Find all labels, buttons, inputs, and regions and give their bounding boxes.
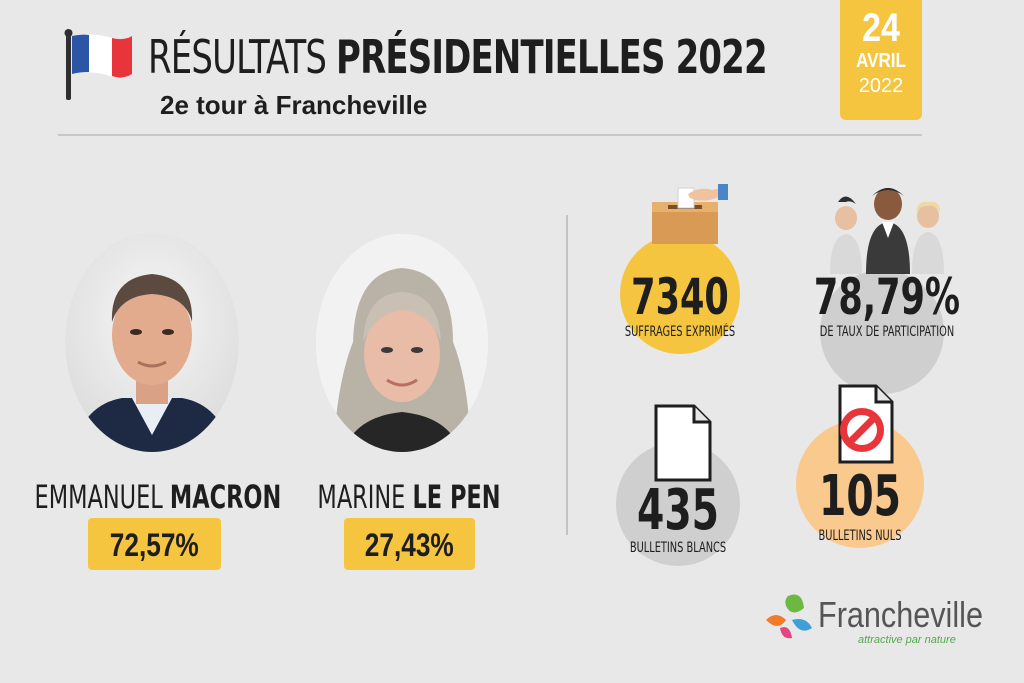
suffrages-value: 7340: [631, 268, 729, 326]
column-divider: [566, 215, 568, 535]
participation-value: 78,79%: [813, 268, 961, 326]
logo-tagline: attractive par nature: [858, 634, 956, 646]
nuls-value: 105: [818, 464, 902, 529]
candidate-name-le-pen: MARINE LE PEN: [296, 478, 522, 516]
candidate-result-macron: 72,57%: [88, 518, 221, 570]
francheville-logo-icon: [766, 594, 812, 639]
header-divider: [58, 134, 922, 136]
void-ballot-icon: [838, 384, 894, 464]
title-light: RÉSULTATS: [148, 30, 327, 84]
blancs-label: BULLETINS BLANCS: [629, 540, 727, 556]
date-year: 2022: [858, 75, 904, 97]
candidate-last-name: MACRON: [169, 478, 282, 516]
suffrages-label: SUFFRAGES EXPRIMÉS: [624, 324, 736, 340]
nuls-label: BULLETINS NULS: [818, 528, 902, 544]
title-bold: PRÉSIDENTIELLES 2022: [336, 30, 768, 84]
ballot-box-icon: [652, 184, 728, 244]
candidate-name-macron: EMMANUEL MACRON: [34, 478, 282, 516]
french-flag-icon: [64, 29, 132, 100]
blancs-value: 435: [636, 478, 720, 543]
people-icon: [830, 188, 944, 274]
date-badge: 24 AVRIL 2022: [840, 0, 922, 120]
candidate-last-name: LE PEN: [412, 478, 501, 516]
candidate-portrait-macron: [65, 232, 239, 452]
date-day: 24: [862, 6, 900, 50]
candidate-result-le-pen: 27,43%: [344, 518, 475, 570]
page-subtitle: 2e tour à Francheville: [160, 90, 428, 120]
candidate-first-name: MARINE: [317, 478, 406, 516]
candidate-portrait-le-pen: [316, 234, 488, 452]
logo-name: Francheville: [818, 594, 983, 635]
blank-ballot-icon: [654, 404, 712, 482]
page-title: RÉSULTATS PRÉSIDENTIELLES 2022: [148, 30, 768, 84]
candidate-first-name: EMMANUEL: [34, 478, 163, 516]
participation-label: DE TAUX DE PARTICIPATION: [819, 324, 955, 340]
result-value: 27,43%: [365, 527, 454, 563]
participation-circle: [820, 270, 944, 394]
date-month: AVRIL: [856, 50, 906, 72]
suffrages-circle: [620, 234, 740, 354]
result-value: 72,57%: [110, 527, 199, 563]
